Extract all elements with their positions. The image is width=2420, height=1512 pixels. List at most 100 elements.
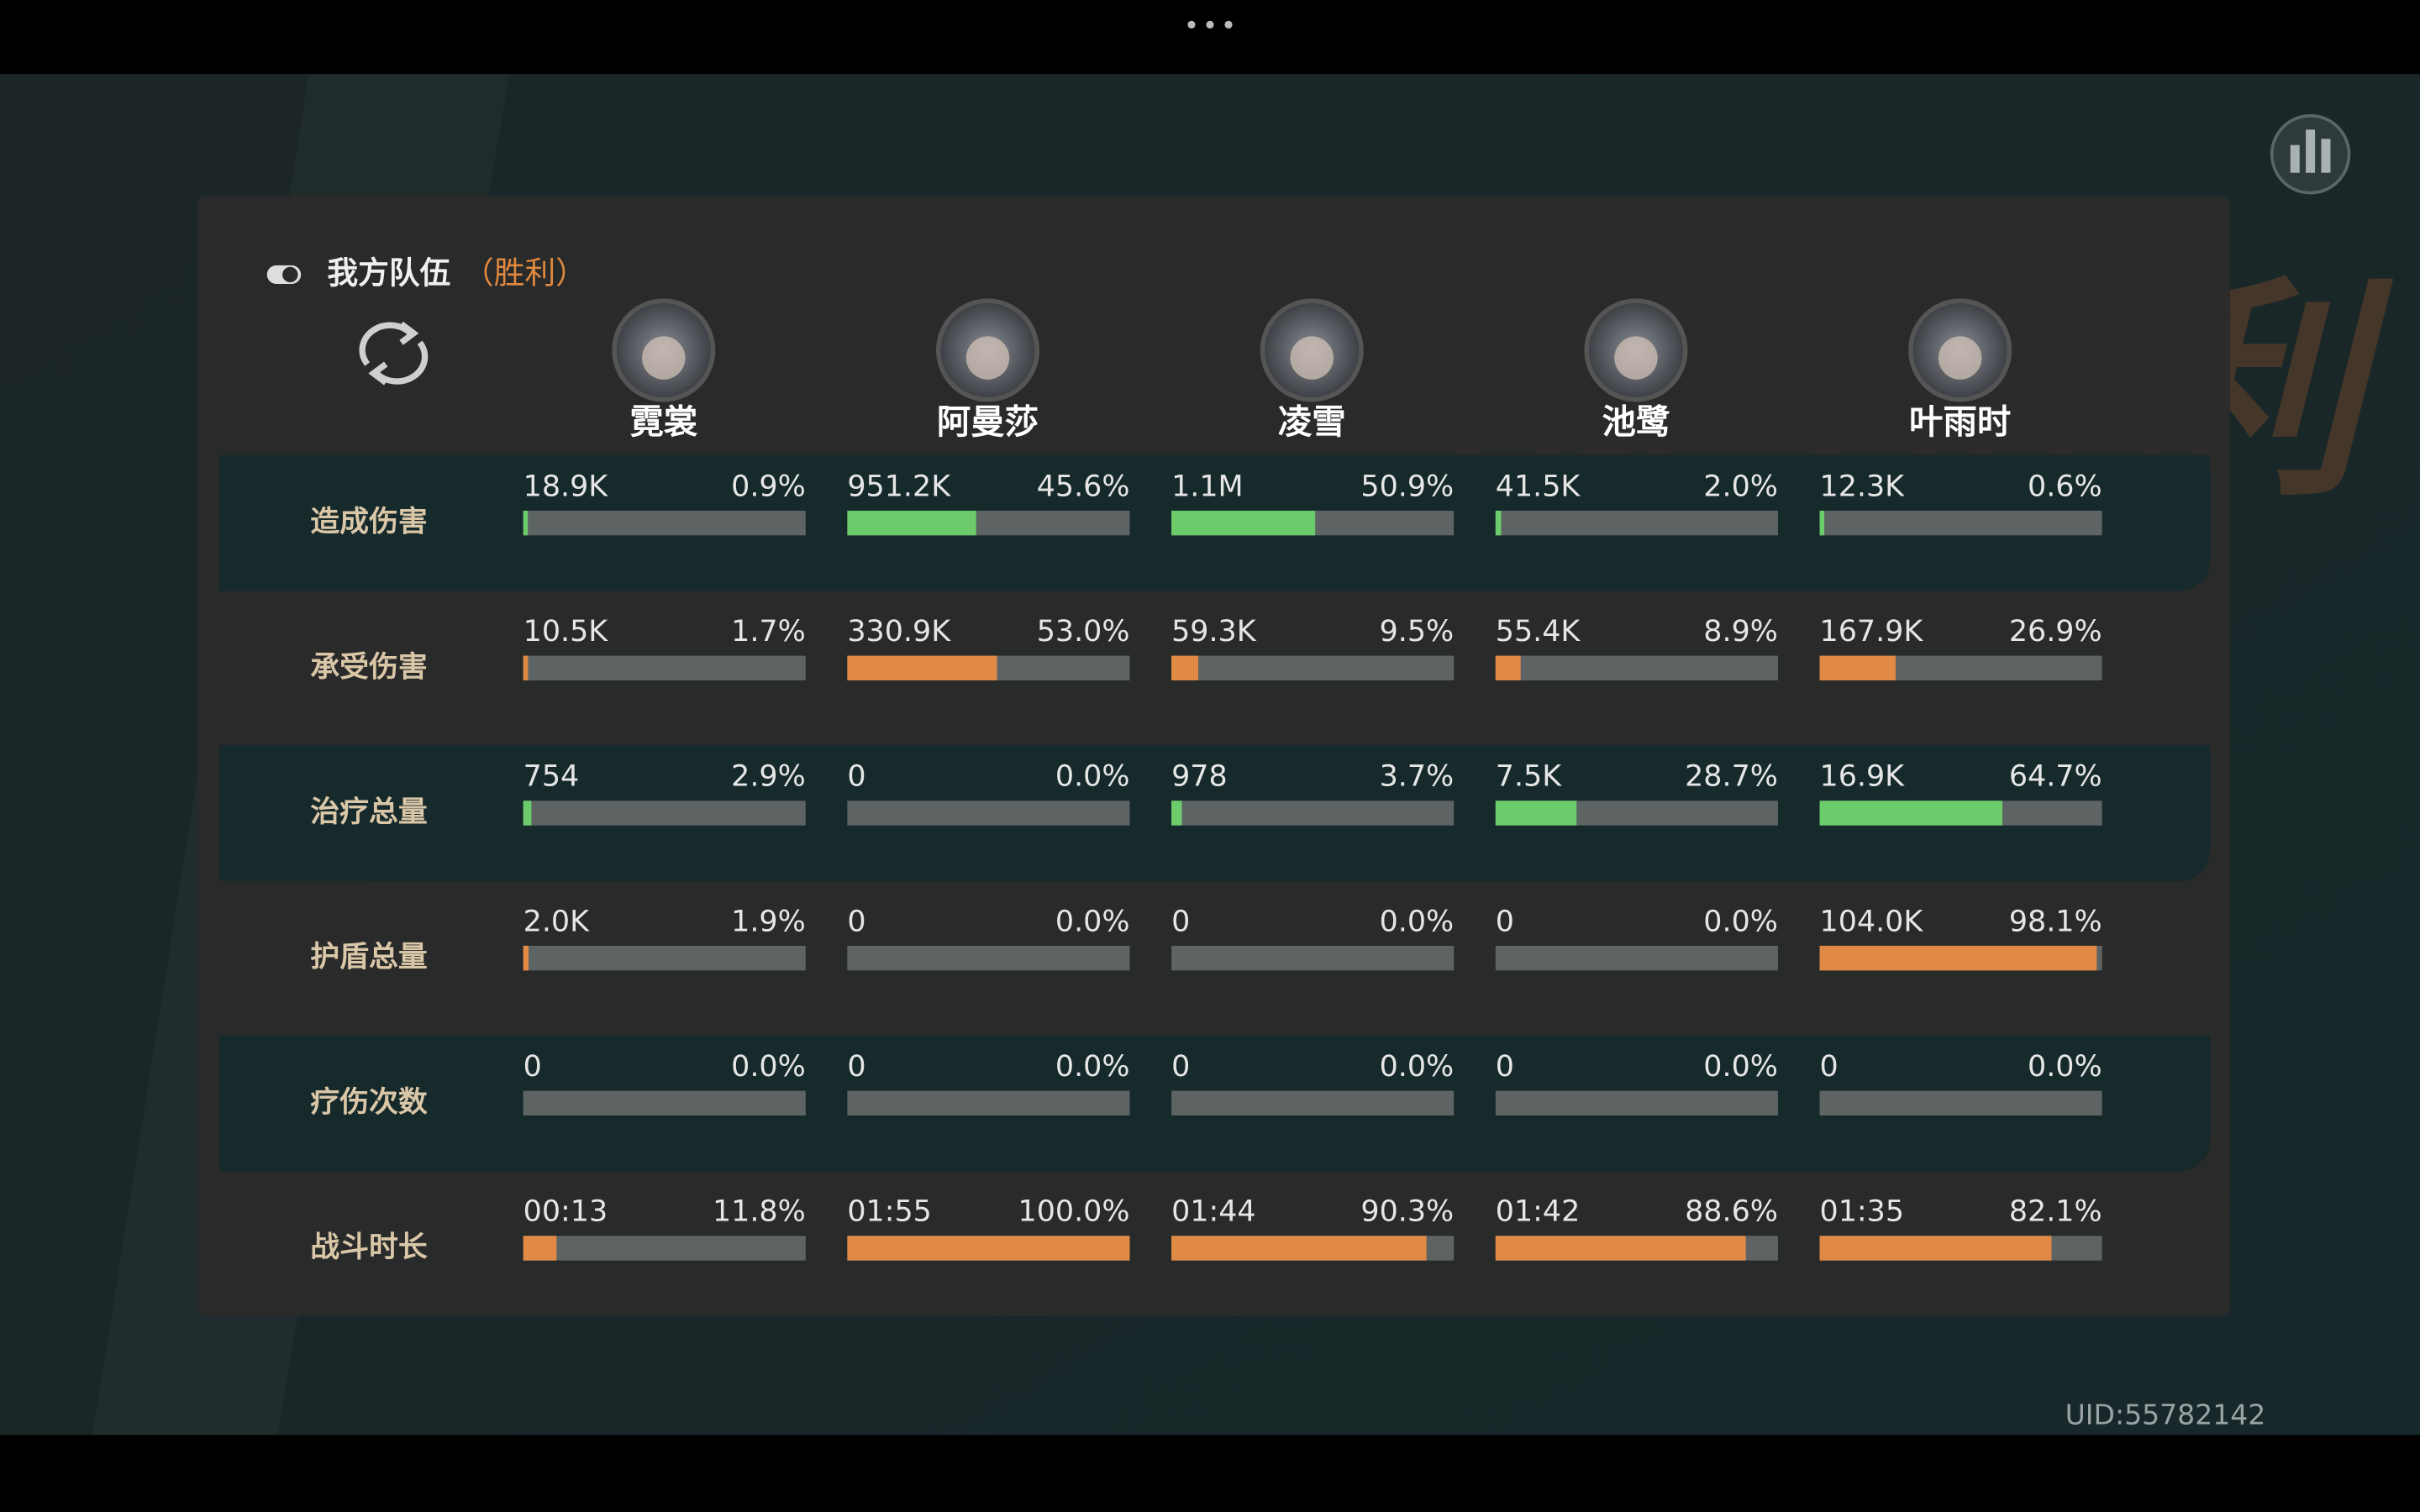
stat-value: 978 [1171, 760, 1228, 794]
bar-track [1171, 801, 1455, 826]
refresh-button[interactable] [359, 321, 429, 386]
stat-value: 01:35 [1820, 1195, 1905, 1229]
stat-value: 00:13 [523, 1195, 608, 1229]
stat-percent: 0.0% [1055, 905, 1130, 938]
stat-percent: 0.0% [1703, 1050, 1778, 1084]
row-label: 疗伤次数 [310, 1085, 428, 1119]
stat-percent: 1.7% [731, 615, 806, 648]
character-name: 阿曼莎 [937, 402, 1039, 442]
stat-value: 0 [847, 905, 865, 938]
stat-value: 0 [847, 760, 865, 794]
stat-percent: 88.6% [1685, 1195, 1778, 1229]
bar-fill [1171, 1236, 1427, 1261]
bar-track [1819, 1090, 2102, 1116]
stat-percent: 8.9% [1703, 615, 1778, 648]
bar-fill [1171, 801, 1182, 826]
bar-track [1495, 655, 1778, 680]
bar-fill [1171, 655, 1199, 680]
bar-track [1171, 1090, 1455, 1116]
stat-value: 951.2K [847, 470, 951, 503]
row-label: 承受伤害 [310, 650, 428, 684]
stats-button[interactable] [2270, 113, 2351, 195]
stat-value: 0 [847, 1050, 865, 1084]
stat-percent: 0.9% [731, 470, 806, 503]
stat-percent: 11.8% [713, 1195, 806, 1229]
bar-fill [523, 510, 529, 536]
bar-fill [1819, 945, 2097, 971]
stat-value: 754 [523, 760, 580, 794]
bar-fill [523, 801, 532, 826]
bar-fill [847, 1236, 1130, 1261]
stat-percent: 0.6% [2028, 470, 2102, 503]
bar-track [523, 510, 806, 536]
stat-value: 01:44 [1171, 1195, 1256, 1229]
bar-fill [1495, 1236, 1746, 1261]
character-name: 池鹭 [1602, 402, 1670, 442]
stat-percent: 2.9% [731, 760, 806, 794]
bar-track [523, 945, 806, 971]
avatar-face [1290, 336, 1334, 380]
menu-dots[interactable] [1187, 20, 1233, 29]
bar-fill [523, 1236, 557, 1261]
stat-percent: 90.3% [1360, 1195, 1454, 1229]
stat-value: 0 [1496, 1050, 1514, 1084]
stat-value: 0 [523, 1050, 542, 1084]
bar-fill [523, 945, 529, 971]
bar-fill [1171, 510, 1316, 536]
stat-percent: 3.7% [1380, 760, 1455, 794]
bar-fill [523, 655, 529, 680]
stat-value: 7.5K [1496, 760, 1562, 794]
stat-percent: 0.0% [1380, 1050, 1455, 1084]
avatar-face [965, 336, 1010, 380]
bottom-bar [0, 1435, 2420, 1512]
stat-percent: 0.0% [1055, 760, 1130, 794]
top-bar [0, 0, 2420, 75]
bar-track [1495, 945, 1778, 971]
stat-percent: 0.0% [731, 1050, 806, 1084]
stat-percent: 53.0% [1037, 615, 1130, 648]
bar-track [1171, 945, 1455, 971]
bar-track [1495, 1090, 1778, 1116]
bar-track [523, 1236, 806, 1261]
stat-percent: 28.7% [1685, 760, 1778, 794]
stat-value: 59.3K [1171, 615, 1257, 648]
bar-track [1171, 655, 1455, 680]
avatar-face [1614, 336, 1658, 380]
bar-track [1819, 510, 2102, 536]
stat-percent: 0.0% [1055, 1050, 1130, 1084]
stat-value: 41.5K [1496, 470, 1581, 503]
row-label: 治疗总量 [310, 795, 428, 829]
stat-percent: 100.0% [1018, 1195, 1130, 1229]
bar-fill [1495, 510, 1502, 536]
bar-track [847, 801, 1130, 826]
stat-value: 01:42 [1496, 1195, 1581, 1229]
stat-value: 55.4K [1496, 615, 1581, 648]
row-label: 战斗时长 [310, 1231, 428, 1264]
uid: UID:55782142 [2065, 1399, 2266, 1431]
stat-percent: 64.7% [2009, 760, 2102, 794]
stat-percent: 0.0% [2028, 1050, 2102, 1084]
stat-value: 0 [1496, 905, 1514, 938]
bar-track [523, 1090, 806, 1116]
stat-percent: 50.9% [1360, 470, 1454, 503]
stat-percent: 1.9% [731, 905, 806, 938]
bar-track [847, 1090, 1130, 1116]
stat-value: 10.5K [523, 615, 609, 648]
stat-percent: 0.0% [1380, 905, 1455, 938]
bar-fill [847, 655, 997, 680]
stat-value: 2.0K [523, 905, 590, 938]
team-result: （胜利） [463, 255, 587, 291]
bar-track [523, 655, 806, 680]
bar-fill [847, 510, 976, 536]
stat-value: 0 [1171, 905, 1190, 938]
bar-fill [1819, 655, 1896, 680]
stat-percent: 82.1% [2009, 1195, 2102, 1229]
stat-percent: 26.9% [2009, 615, 2102, 648]
bar-fill [1495, 655, 1521, 680]
row-label: 造成伤害 [310, 506, 428, 539]
team-toggle[interactable] [266, 265, 302, 284]
stat-value: 18.9K [523, 470, 609, 503]
bar-track [523, 801, 806, 826]
